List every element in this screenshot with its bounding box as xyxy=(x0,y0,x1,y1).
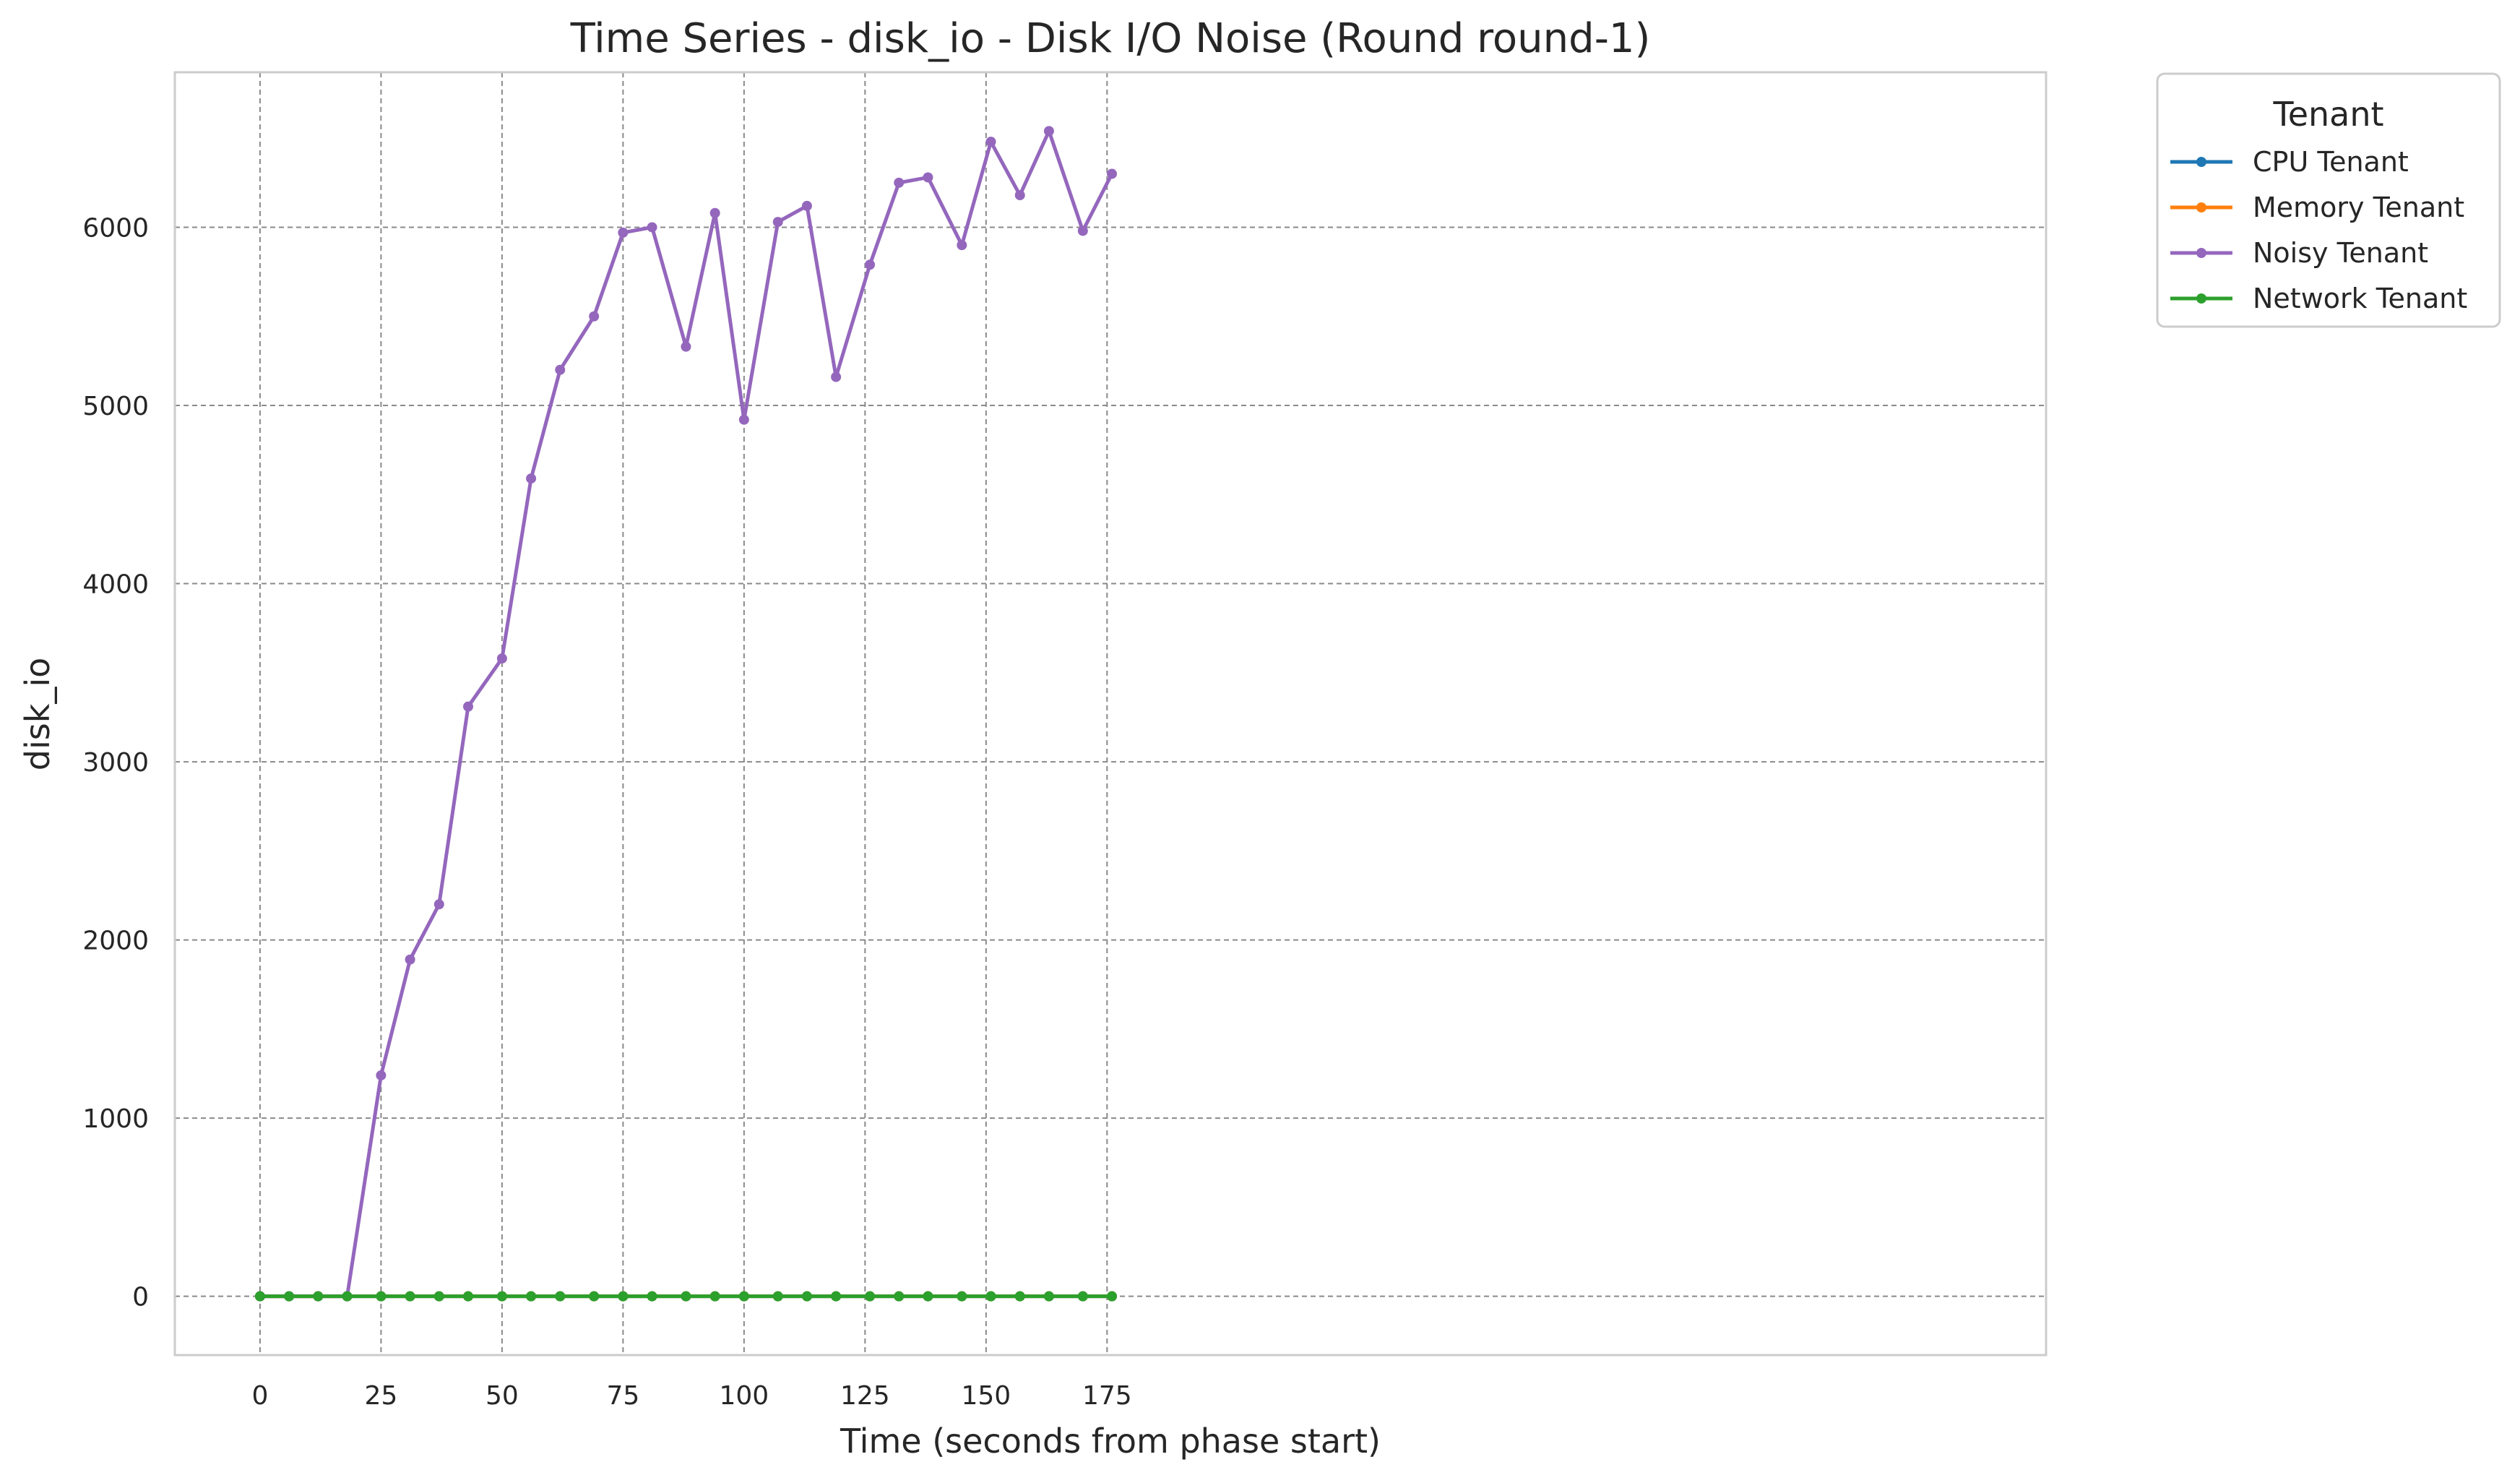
chart-title: Time Series - disk_io - Disk I/O Noise (… xyxy=(570,15,1651,62)
legend-label: Noisy Tenant xyxy=(2253,237,2428,269)
network-tenant-point xyxy=(342,1291,353,1302)
network-tenant-point xyxy=(1077,1291,1088,1302)
x-tick-label: 150 xyxy=(961,1381,1011,1411)
noisy-tenant-point xyxy=(957,240,967,251)
noisy-tenant-point xyxy=(772,217,783,228)
noisy-tenant-point xyxy=(405,954,415,965)
y-tick-label: 4000 xyxy=(82,570,149,600)
plot-area xyxy=(173,71,2048,1357)
x-tick-label: 75 xyxy=(606,1381,639,1411)
network-tenant-point xyxy=(831,1291,842,1302)
x-tick-labels: 0 25 50 75 100 125 150 175 xyxy=(251,1381,1131,1411)
network-tenant-point xyxy=(555,1291,566,1302)
legend-title: Tenant xyxy=(2272,95,2383,134)
y-tick-label: 3000 xyxy=(82,748,149,778)
network-tenant-point xyxy=(405,1291,415,1302)
noisy-tenant-point xyxy=(985,137,996,147)
x-tick-label: 100 xyxy=(719,1381,769,1411)
x-tick-label: 25 xyxy=(364,1381,397,1411)
noisy-tenant-point xyxy=(433,899,444,910)
network-tenant-point xyxy=(709,1291,720,1302)
network-tenant-point xyxy=(923,1291,933,1302)
legend-entries: CPU Tenant Memory Tenant Noisy Tenant Netwo… xyxy=(2170,146,2467,314)
legend-swatch-marker xyxy=(2196,293,2206,304)
network-tenant-point xyxy=(865,1291,876,1302)
network-tenant-point xyxy=(462,1291,473,1302)
legend-label: Memory Tenant xyxy=(2253,192,2464,223)
network-tenant-point xyxy=(1107,1291,1118,1302)
y-tick-label: 6000 xyxy=(82,213,149,243)
noisy-tenant-point xyxy=(376,1070,387,1080)
x-axis-label: Time (seconds from phase start) xyxy=(840,1422,1381,1461)
network-tenant-point xyxy=(376,1291,387,1302)
network-tenant-point xyxy=(894,1291,905,1302)
noisy-tenant-point xyxy=(555,364,566,375)
network-tenant-point xyxy=(647,1291,657,1302)
noisy-tenant-point xyxy=(496,653,507,664)
y-tick-label: 0 xyxy=(132,1283,149,1312)
network-tenant-point xyxy=(738,1291,749,1302)
network-tenant-point xyxy=(254,1291,265,1302)
noisy-tenant-point xyxy=(618,227,629,238)
y-tick-label: 5000 xyxy=(82,392,149,421)
x-gridlines xyxy=(259,72,1108,1355)
plot-frame xyxy=(173,71,2048,1357)
y-axis-label: disk_io xyxy=(18,658,57,771)
network-tenant-point xyxy=(433,1291,444,1302)
noisy-tenant-point xyxy=(1077,225,1088,236)
network-tenant-point xyxy=(313,1291,324,1302)
noisy-tenant-point xyxy=(894,177,905,188)
network-tenant-point xyxy=(284,1291,295,1302)
noisy-tenant-point xyxy=(589,311,600,322)
legend-entry-memory-tenant: Memory Tenant xyxy=(2170,192,2464,223)
network-tenant-point xyxy=(1043,1291,1054,1302)
network-tenant-point xyxy=(526,1291,537,1302)
noisy-tenant-point xyxy=(738,414,749,425)
y-tick-labels: 0 1000 2000 3000 4000 5000 6000 xyxy=(82,213,149,1312)
network-tenant-point xyxy=(618,1291,629,1302)
noisy-tenant-point xyxy=(462,701,473,712)
series-layer xyxy=(254,126,1118,1302)
y-tick-label: 2000 xyxy=(82,927,149,956)
network-tenant-point xyxy=(772,1291,783,1302)
legend-swatch-marker xyxy=(2196,202,2206,212)
network-tenant-series xyxy=(254,1291,1118,1302)
x-tick-label: 50 xyxy=(486,1381,519,1411)
noisy-tenant-point xyxy=(526,473,537,484)
noisy-tenant-point xyxy=(647,222,657,233)
network-tenant-point xyxy=(957,1291,967,1302)
noisy-tenant-point xyxy=(831,371,842,382)
network-tenant-point xyxy=(496,1291,507,1302)
y-tick-label: 1000 xyxy=(82,1104,149,1134)
network-tenant-point xyxy=(681,1291,691,1302)
noisy-tenant-point xyxy=(801,200,812,211)
legend-entry-cpu-tenant: CPU Tenant xyxy=(2170,146,2409,178)
x-tick-label: 0 xyxy=(251,1381,268,1411)
network-tenant-point xyxy=(985,1291,996,1302)
network-tenant-point xyxy=(589,1291,600,1302)
legend-entry-noisy-tenant: Noisy Tenant xyxy=(2170,237,2428,269)
noisy-tenant-point xyxy=(1014,190,1025,201)
x-tick-label: 175 xyxy=(1082,1381,1132,1411)
noisy-tenant-point xyxy=(709,207,720,218)
noisy-tenant-point xyxy=(923,172,933,183)
legend-swatch-marker xyxy=(2196,157,2206,167)
legend-box xyxy=(2156,72,2501,328)
legend-label: Network Tenant xyxy=(2253,283,2467,314)
noisy-tenant-point xyxy=(681,341,691,352)
legend: Tenant CPU Tenant Memory Tenant Noisy Tena… xyxy=(2156,72,2501,328)
legend-entry-network-tenant: Network Tenant xyxy=(2170,283,2467,314)
noisy-tenant-point xyxy=(1043,126,1054,137)
network-tenant-point xyxy=(1014,1291,1025,1302)
plot-background xyxy=(175,72,2046,1355)
network-tenant-point xyxy=(801,1291,812,1302)
legend-swatch-marker xyxy=(2196,248,2206,258)
noisy-tenant-point xyxy=(1107,168,1118,179)
x-tick-label: 125 xyxy=(840,1381,890,1411)
legend-label: CPU Tenant xyxy=(2253,146,2409,178)
noisy-tenant-point xyxy=(865,259,876,270)
